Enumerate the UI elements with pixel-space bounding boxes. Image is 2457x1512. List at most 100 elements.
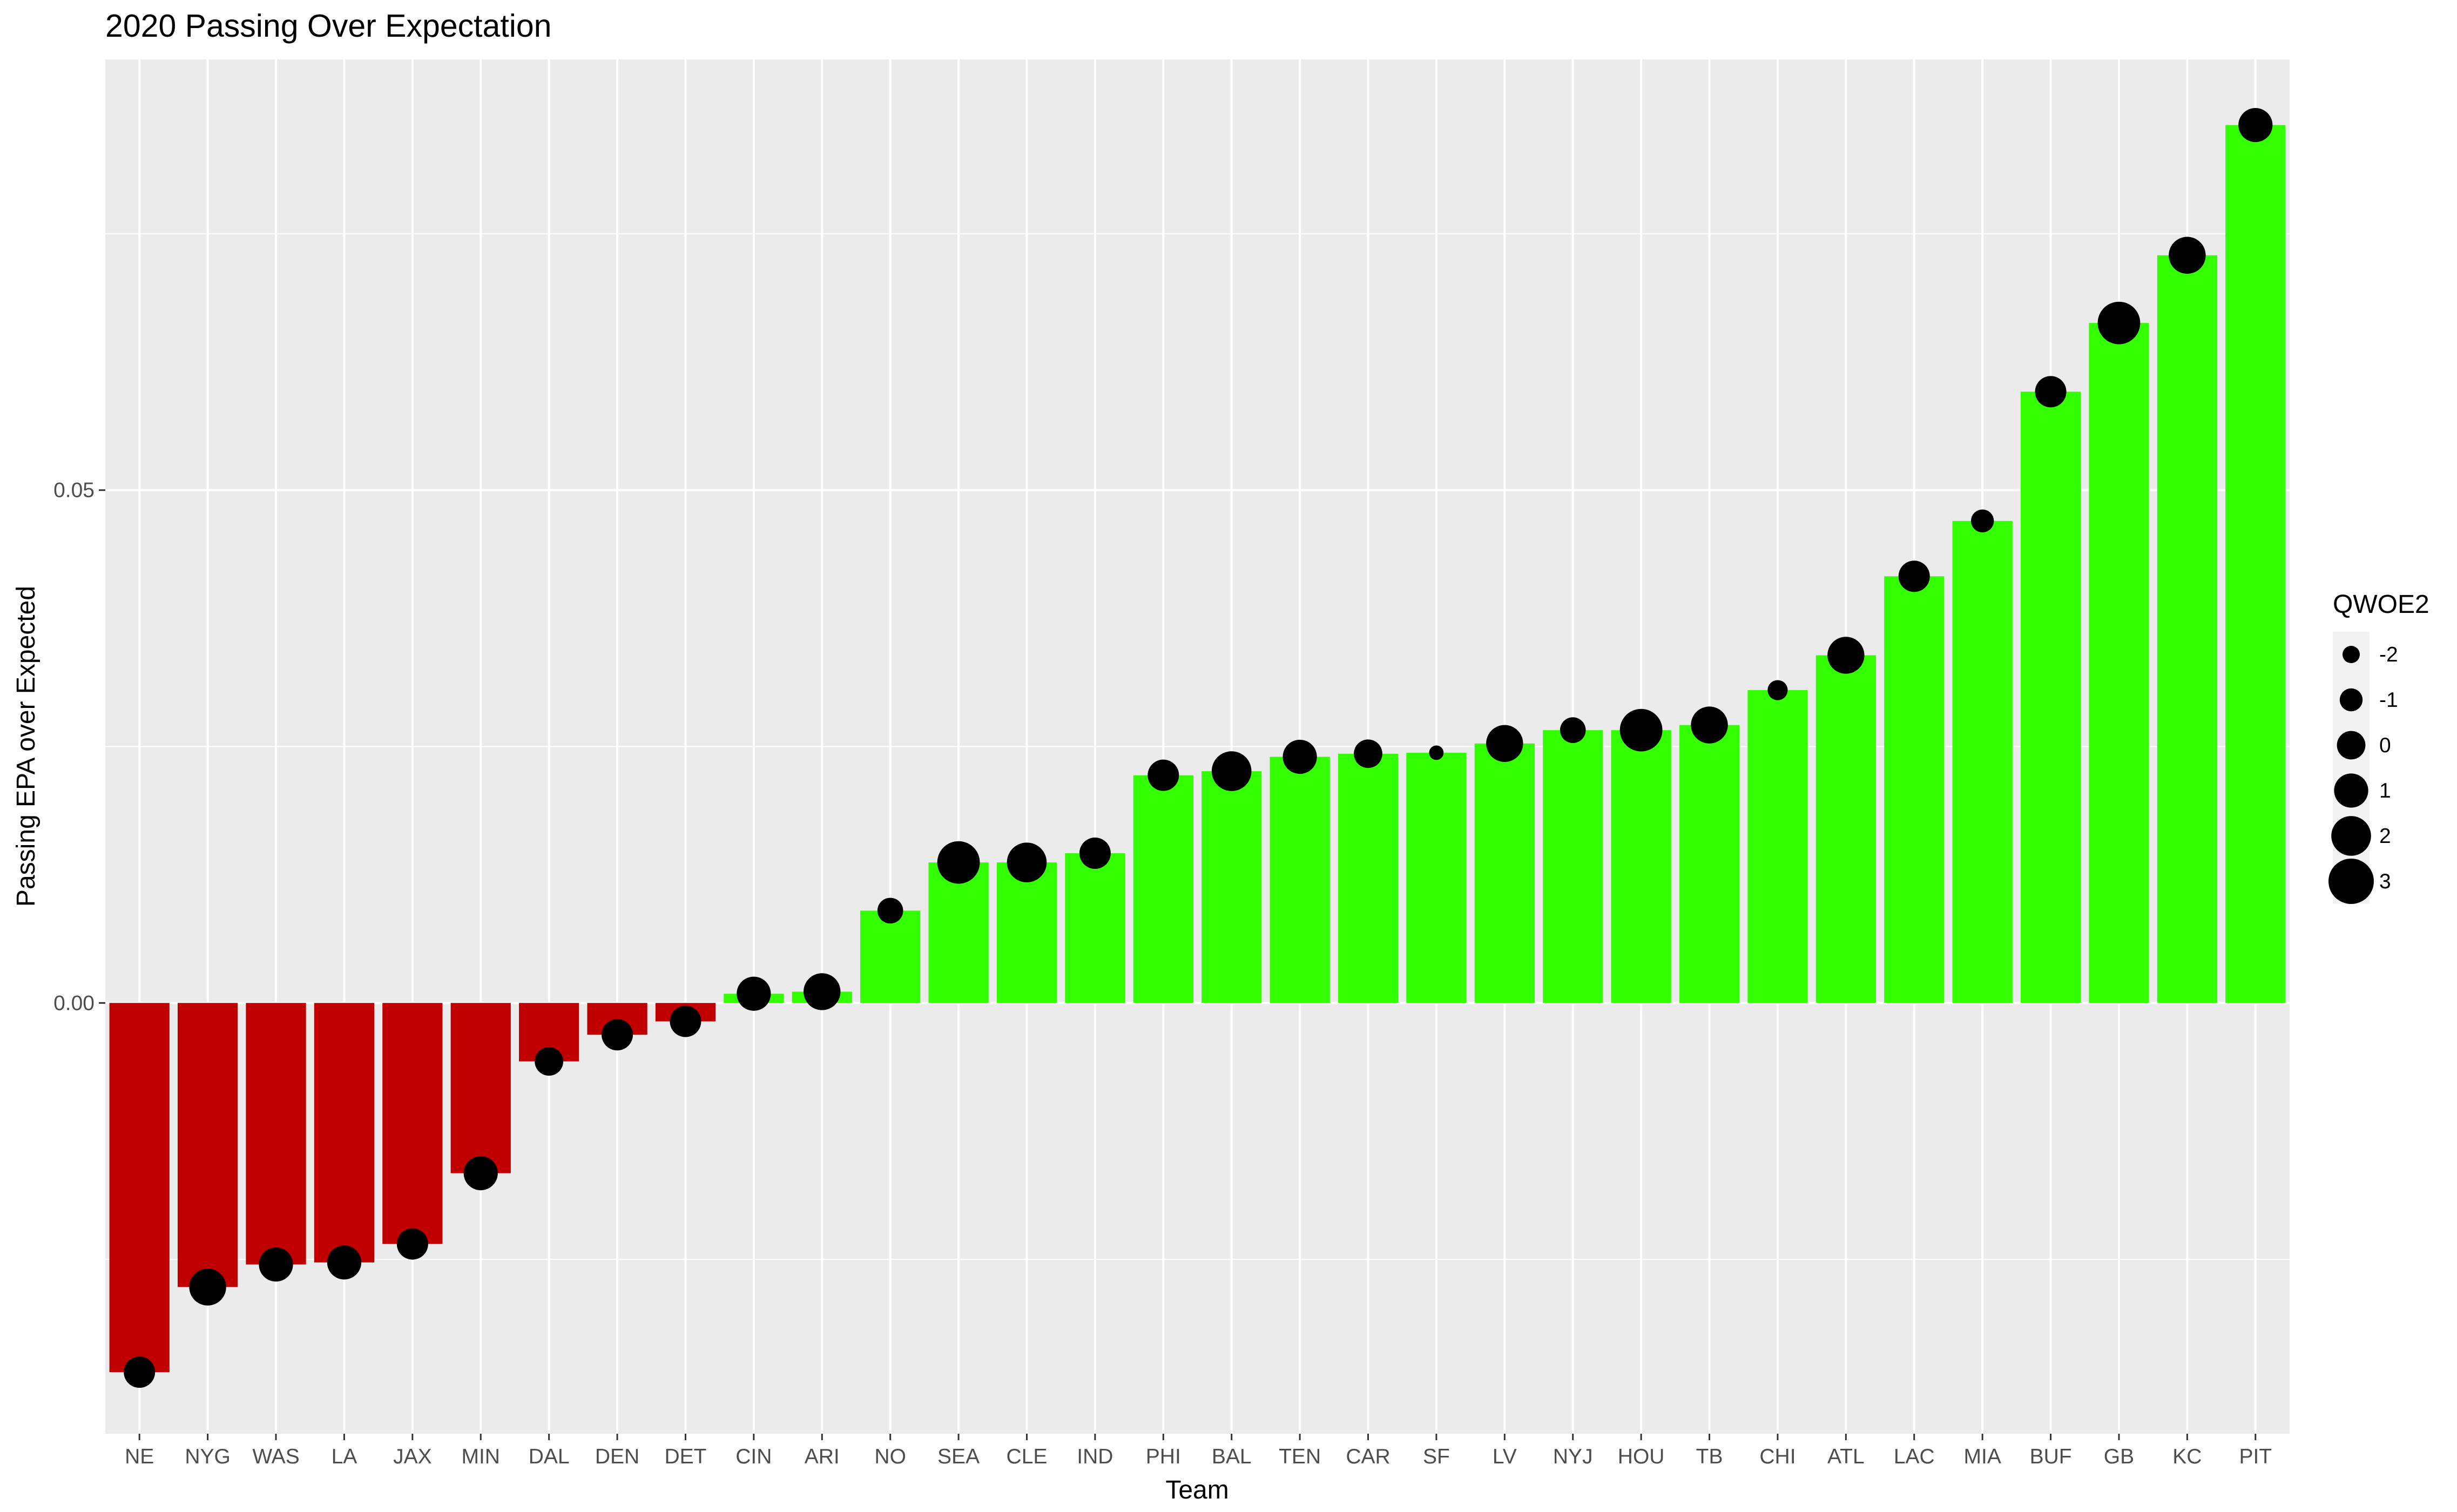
- x-tick-label: BUF: [2030, 1445, 2072, 1468]
- point-den: [602, 1019, 633, 1051]
- x-tick-label: MIN: [461, 1445, 500, 1468]
- x-tick-label: SEA: [937, 1445, 980, 1468]
- point-ind: [1079, 838, 1111, 869]
- y-axis-title: Passing EPA over Expected: [12, 586, 40, 907]
- legend-key-point: [2334, 773, 2368, 808]
- point-tb: [1691, 706, 1728, 744]
- bar-gb: [2089, 323, 2149, 1003]
- x-tick-label: ARI: [805, 1445, 840, 1468]
- legend-key-point: [2337, 731, 2366, 760]
- point-bal: [1211, 751, 1252, 791]
- bar-atl: [1815, 655, 1876, 1003]
- point-la: [327, 1245, 362, 1280]
- point-kc: [2169, 237, 2206, 274]
- legend-label: -1: [2379, 688, 2398, 712]
- point-gb: [2097, 301, 2141, 345]
- x-tick-label: PHI: [1146, 1445, 1181, 1468]
- x-tick-label: BAL: [1212, 1445, 1252, 1468]
- legend-label: -2: [2379, 643, 2398, 666]
- bar-chi: [1747, 690, 1808, 1003]
- x-tick-label: ATL: [1827, 1445, 1865, 1468]
- point-car: [1354, 739, 1382, 768]
- x-tick-label: GB: [2104, 1445, 2134, 1468]
- x-tick-label: CHI: [1759, 1445, 1796, 1468]
- legend-label: 2: [2379, 825, 2391, 848]
- point-jax: [396, 1228, 428, 1260]
- x-tick-label: DAL: [529, 1445, 570, 1468]
- bar-mia: [1952, 521, 2013, 1003]
- bar-nyj: [1543, 730, 1603, 1003]
- legend: QWOE2 -2 -1 0 1 2 3: [2328, 590, 2429, 904]
- size-points: [124, 107, 2273, 1388]
- bar-jax: [382, 1003, 443, 1244]
- bar-la: [314, 1003, 375, 1263]
- x-tick-label: CIN: [735, 1445, 772, 1468]
- x-tick-label: TEN: [1279, 1445, 1321, 1468]
- point-buf: [2035, 376, 2067, 408]
- bar-lv: [1474, 743, 1535, 1003]
- point-lv: [1486, 725, 1523, 762]
- legend-key-point: [2331, 816, 2371, 856]
- point-sf: [1429, 745, 1444, 760]
- x-tick-label: PIT: [2239, 1445, 2272, 1468]
- legend-label: 1: [2379, 779, 2391, 802]
- point-mia: [1970, 509, 1994, 532]
- x-tick-label: CLE: [1007, 1445, 1048, 1468]
- x-tick-label: LV: [1493, 1445, 1517, 1468]
- x-tick-label: IND: [1077, 1445, 1113, 1468]
- y-tick-label: 0.05: [53, 479, 94, 502]
- y-tick-label: 0.00: [53, 991, 94, 1015]
- bar-nyg: [177, 1003, 238, 1287]
- x-tick-label: HOU: [1618, 1445, 1665, 1468]
- x-axis: NE NYG WAS LA JAX MIN DAL DEN DET CIN ARI NO SEA CLE I…: [125, 1434, 2272, 1468]
- x-tick-label: CAR: [1346, 1445, 1390, 1468]
- x-tick-label: MIA: [1964, 1445, 2001, 1468]
- point-dal: [535, 1047, 564, 1076]
- point-ne: [124, 1356, 156, 1388]
- point-ten: [1282, 739, 1317, 774]
- point-lac: [1898, 561, 1930, 592]
- bar-ne: [109, 1003, 170, 1373]
- point-min: [463, 1156, 498, 1191]
- x-tick-label: LAC: [1894, 1445, 1935, 1468]
- legend-label: 0: [2379, 734, 2391, 757]
- point-no: [877, 897, 903, 924]
- bars: [109, 125, 2286, 1373]
- bar-pit: [2225, 125, 2286, 1003]
- x-tick-label: NE: [125, 1445, 154, 1468]
- bar-phi: [1133, 775, 1193, 1003]
- grid-lines: [105, 59, 2290, 1434]
- point-nyg: [189, 1268, 226, 1306]
- bar-buf: [2020, 392, 2081, 1003]
- legend-key-point: [2328, 859, 2374, 904]
- bar-ind: [1065, 853, 1125, 1003]
- point-ari: [804, 973, 841, 1010]
- bar-car: [1338, 753, 1399, 1003]
- legend-label: 3: [2379, 870, 2391, 893]
- point-phi: [1148, 759, 1179, 791]
- bar-was: [246, 1003, 306, 1265]
- point-det: [670, 1005, 701, 1037]
- point-nyj: [1560, 717, 1586, 743]
- y-axis: 0.00 0.05: [53, 479, 105, 1015]
- x-tick-label: TB: [1696, 1445, 1723, 1468]
- x-tick-label: WAS: [252, 1445, 299, 1468]
- point-hou: [1619, 708, 1663, 752]
- bar-lac: [1884, 576, 1945, 1003]
- x-tick-label: DET: [664, 1445, 706, 1468]
- legend-title: QWOE2: [2333, 590, 2429, 619]
- bar-hou: [1611, 730, 1671, 1003]
- bar-sea: [928, 862, 989, 1003]
- x-tick-label: NO: [874, 1445, 906, 1468]
- point-cle: [1007, 842, 1047, 882]
- point-sea: [937, 841, 980, 884]
- bar-no: [860, 910, 921, 1003]
- legend-key-point: [2339, 688, 2363, 712]
- point-cin: [737, 976, 771, 1011]
- x-tick-label: NYG: [185, 1445, 231, 1468]
- x-tick-label: DEN: [595, 1445, 639, 1468]
- point-was: [259, 1247, 293, 1282]
- chart-title: 2020 Passing Over Expectation: [105, 8, 552, 44]
- x-tick-label: KC: [2172, 1445, 2202, 1468]
